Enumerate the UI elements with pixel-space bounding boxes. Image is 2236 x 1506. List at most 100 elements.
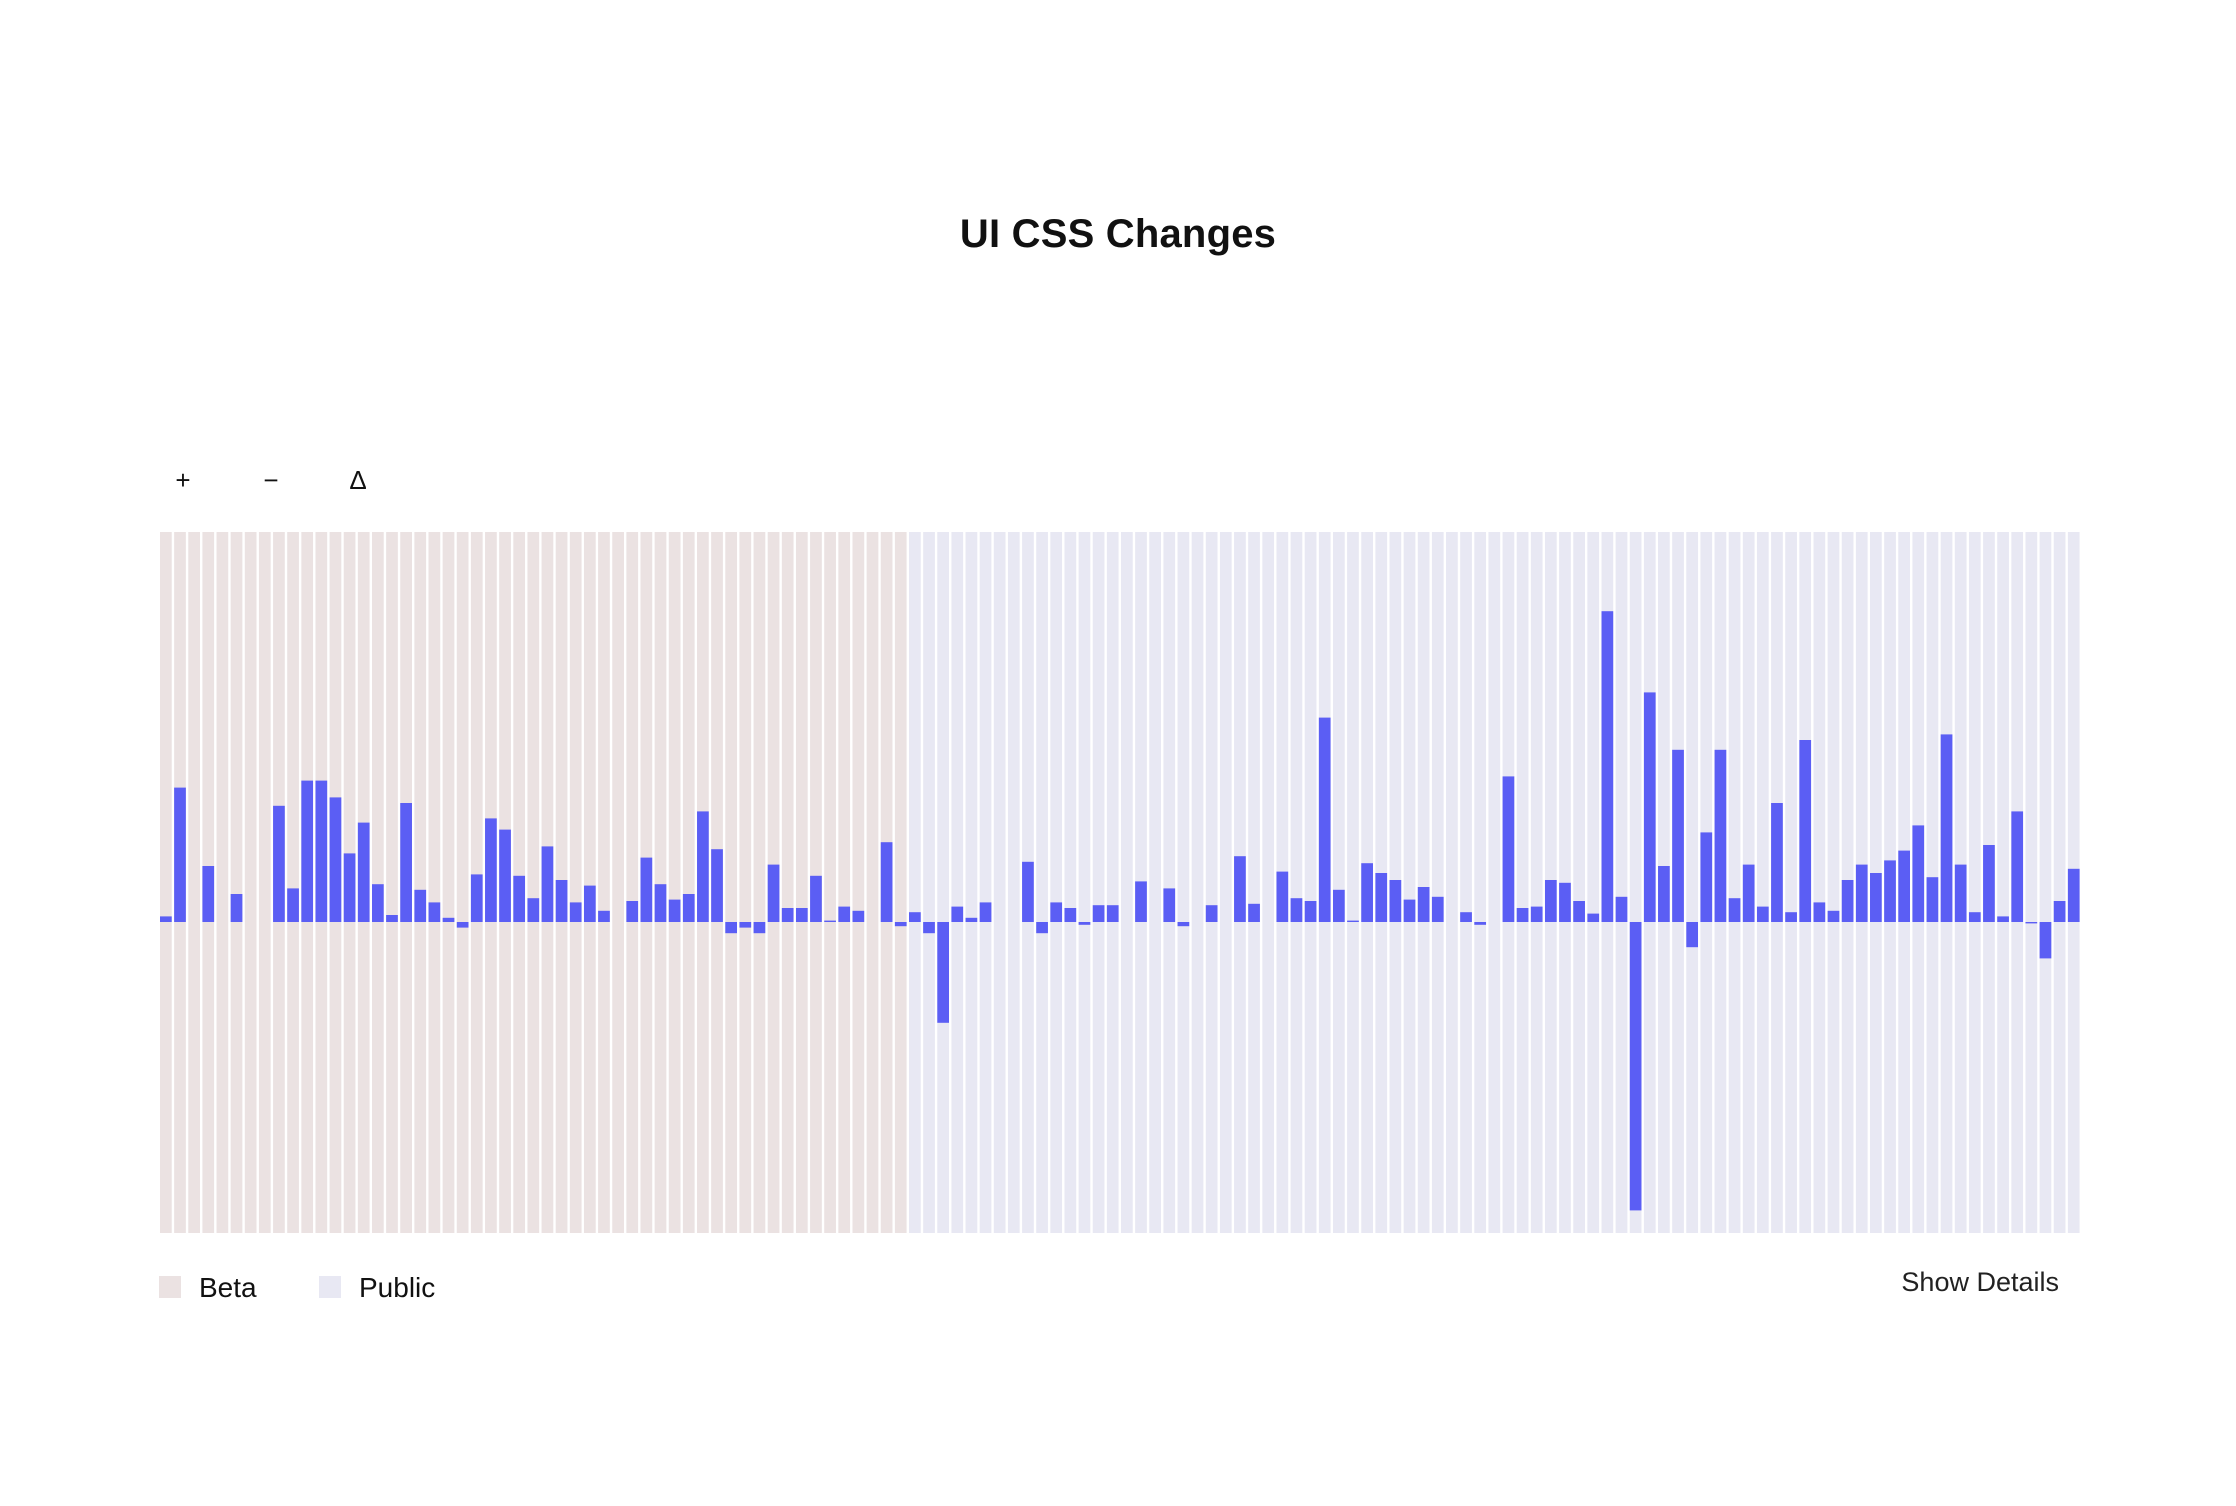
bar[interactable]	[711, 849, 723, 922]
bar[interactable]	[880, 842, 893, 922]
bar[interactable]	[485, 818, 497, 922]
bar[interactable]	[1771, 803, 1783, 922]
bar[interactable]	[569, 902, 582, 922]
bar[interactable]	[1304, 901, 1317, 922]
mode-removals-button[interactable]: −	[263, 465, 279, 495]
bar[interactable]	[1997, 916, 2009, 922]
bar[interactable]	[400, 803, 412, 922]
bar[interactable]	[1799, 740, 1812, 922]
bar[interactable]	[979, 902, 992, 922]
bar[interactable]	[2025, 922, 2038, 924]
bar[interactable]	[1290, 898, 1303, 922]
bar[interactable]	[1135, 881, 1147, 922]
bar[interactable]	[1756, 906, 1769, 922]
bar[interactable]	[1474, 922, 1487, 925]
bar[interactable]	[583, 885, 596, 922]
bar[interactable]	[1460, 912, 1472, 922]
bar[interactable]	[894, 922, 907, 927]
bar[interactable]	[1926, 877, 1939, 922]
bar[interactable]	[301, 780, 314, 922]
bar[interactable]	[1785, 912, 1797, 922]
bar[interactable]	[1587, 913, 1600, 922]
bar[interactable]	[1573, 901, 1585, 922]
bar[interactable]	[1234, 856, 1246, 922]
bar[interactable]	[1898, 850, 1911, 922]
bar[interactable]	[725, 922, 738, 934]
bar[interactable]	[1954, 864, 1967, 922]
bar[interactable]	[513, 875, 526, 922]
bar[interactable]	[1813, 902, 1826, 922]
bar[interactable]	[1163, 888, 1176, 922]
bar[interactable]	[1177, 922, 1190, 927]
bar[interactable]	[1205, 905, 1218, 922]
bar[interactable]	[1332, 889, 1345, 922]
bar[interactable]	[1389, 880, 1402, 922]
bar[interactable]	[1658, 866, 1670, 922]
bar[interactable]	[1686, 922, 1699, 948]
bar[interactable]	[810, 875, 822, 922]
bar[interactable]	[1544, 880, 1557, 922]
bar[interactable]	[1983, 845, 1995, 922]
bar[interactable]	[640, 857, 653, 922]
bar[interactable]	[273, 805, 285, 922]
bar[interactable]	[428, 902, 441, 922]
bar[interactable]	[1276, 871, 1289, 922]
bar[interactable]	[230, 894, 243, 922]
bar[interactable]	[160, 916, 172, 922]
bar[interactable]	[654, 884, 667, 922]
bar[interactable]	[753, 922, 766, 934]
bar[interactable]	[329, 797, 342, 922]
bar[interactable]	[2011, 811, 2024, 922]
bar[interactable]	[767, 864, 780, 922]
bar[interactable]	[795, 908, 808, 922]
bar[interactable]	[357, 822, 370, 922]
bar[interactable]	[781, 908, 794, 922]
bar[interactable]	[668, 899, 681, 922]
mode-delta-button[interactable]: Δ	[349, 465, 367, 495]
bar[interactable]	[1968, 912, 1981, 922]
bar[interactable]	[1022, 861, 1034, 922]
bar[interactable]	[1078, 922, 1091, 925]
bar[interactable]	[824, 920, 836, 922]
bar[interactable]	[2053, 901, 2066, 922]
bar[interactable]	[2039, 922, 2052, 959]
mode-additions-button[interactable]: +	[175, 465, 191, 495]
bar[interactable]	[1742, 864, 1755, 922]
bar[interactable]	[1559, 882, 1571, 922]
bar[interactable]	[343, 853, 356, 922]
bar[interactable]	[1431, 896, 1444, 922]
legend-item-beta[interactable]: Beta	[159, 1268, 289, 1308]
bar[interactable]	[1700, 832, 1713, 922]
bar[interactable]	[1403, 899, 1416, 922]
bar[interactable]	[1855, 864, 1868, 922]
bar[interactable]	[1502, 776, 1515, 922]
bar[interactable]	[2067, 868, 2080, 922]
bar[interactable]	[965, 917, 978, 922]
bar[interactable]	[1601, 611, 1614, 922]
bar[interactable]	[371, 884, 384, 922]
bar[interactable]	[1530, 906, 1543, 922]
bar[interactable]	[937, 922, 950, 1023]
bar[interactable]	[951, 906, 964, 922]
bar[interactable]	[1347, 920, 1359, 922]
bar[interactable]	[1629, 922, 1642, 1211]
bar[interactable]	[838, 906, 851, 922]
bar[interactable]	[1361, 863, 1373, 922]
bar[interactable]	[555, 880, 568, 922]
bar[interactable]	[1870, 873, 1882, 922]
bar[interactable]	[923, 922, 935, 934]
bar[interactable]	[697, 811, 709, 922]
bar[interactable]	[852, 910, 865, 922]
bar[interactable]	[1884, 860, 1896, 922]
bar[interactable]	[174, 787, 186, 922]
bar[interactable]	[1064, 908, 1077, 922]
bar[interactable]	[414, 889, 427, 922]
bar[interactable]	[1050, 902, 1063, 922]
bar[interactable]	[287, 888, 299, 922]
bar[interactable]	[527, 898, 540, 922]
bar[interactable]	[1728, 898, 1741, 922]
bar[interactable]	[1714, 749, 1727, 922]
bar[interactable]	[1092, 905, 1105, 922]
bar[interactable]	[315, 780, 328, 922]
legend-item-public[interactable]: Public	[319, 1268, 469, 1308]
